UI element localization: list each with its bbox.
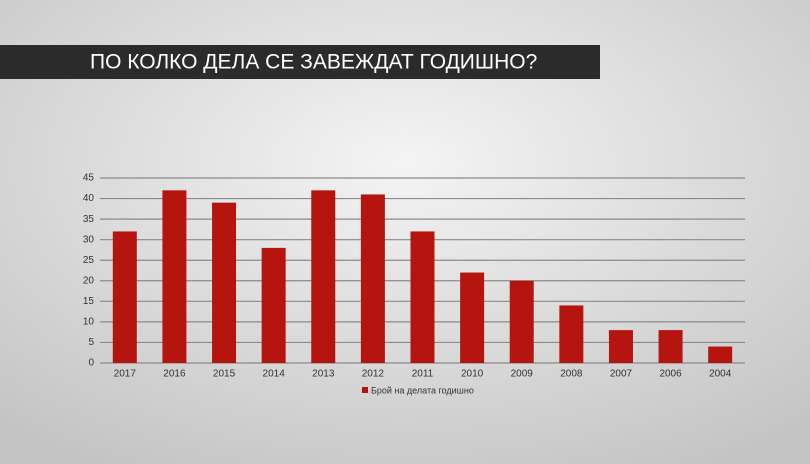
bar — [212, 202, 237, 363]
y-tick-label: 5 — [88, 337, 94, 348]
x-tick-label: 2006 — [659, 369, 682, 380]
y-tick-label: 45 — [83, 173, 95, 184]
bar — [708, 346, 733, 363]
chart-title: ПО КОЛКО ДЕЛА СЕ ЗАВЕЖДАТ ГОДИШНО? — [90, 51, 537, 74]
bar — [509, 280, 534, 363]
bar — [360, 194, 385, 363]
x-tick-label: 2014 — [263, 369, 286, 380]
bar — [261, 247, 286, 363]
x-tick-label: 2017 — [114, 369, 137, 380]
title-bar — [0, 45, 600, 79]
x-tick-label: 2013 — [312, 369, 335, 380]
bar — [608, 330, 633, 363]
legend-swatch — [362, 387, 368, 393]
legend-label: Брой на делата годишно — [371, 385, 474, 395]
x-tick-label: 2012 — [362, 369, 385, 380]
bar — [162, 190, 187, 363]
x-tick-label: 2004 — [709, 369, 732, 380]
bar — [112, 231, 137, 363]
x-tick-label: 2008 — [560, 369, 583, 380]
bar — [559, 305, 584, 363]
y-tick-label: 10 — [83, 317, 95, 328]
y-tick-label: 30 — [83, 234, 95, 245]
x-tick-label: 2007 — [610, 369, 633, 380]
x-tick-label: 2010 — [461, 369, 484, 380]
x-tick-label: 2011 — [412, 369, 434, 380]
y-tick-label: 15 — [83, 296, 95, 307]
bar — [460, 272, 485, 363]
y-tick-label: 25 — [83, 255, 95, 266]
bar — [658, 330, 683, 363]
y-tick-label: 35 — [83, 214, 95, 225]
y-tick-label: 20 — [83, 275, 95, 286]
x-tick-label: 2009 — [511, 369, 534, 380]
y-tick-label: 0 — [88, 358, 94, 369]
bar — [410, 231, 435, 363]
x-tick-label: 2015 — [213, 369, 236, 380]
bar — [311, 190, 336, 363]
x-tick-label: 2016 — [163, 369, 186, 380]
y-tick-label: 40 — [83, 193, 95, 204]
